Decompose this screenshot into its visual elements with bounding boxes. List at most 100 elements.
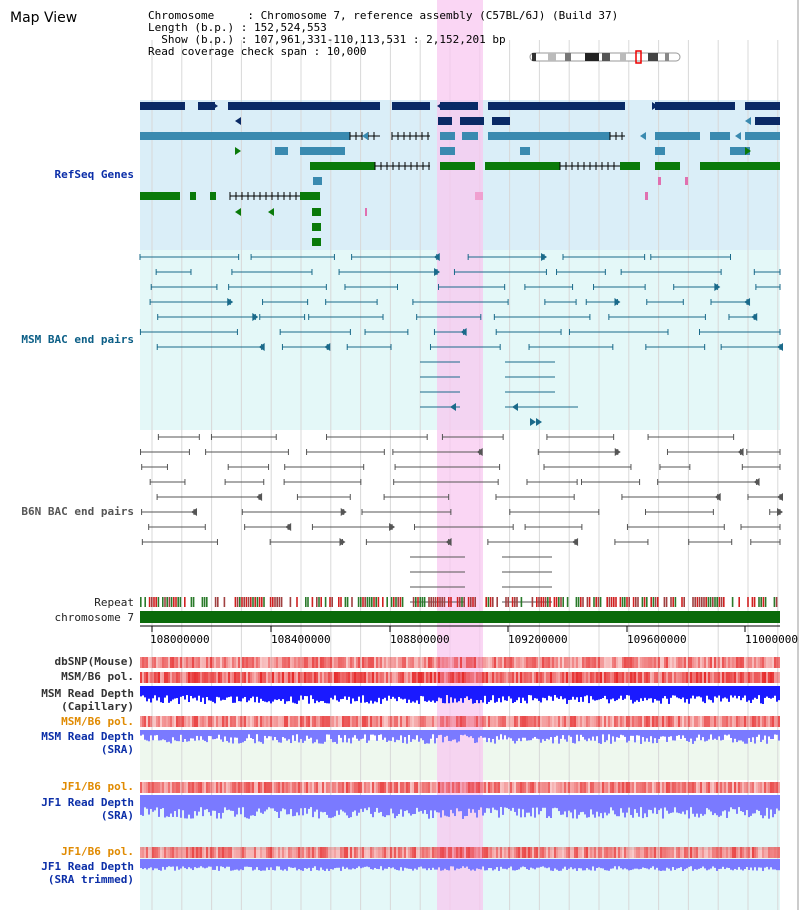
read-depth-bar [264,859,266,871]
read-depth-bar [500,859,502,867]
heat-cell [572,716,574,727]
read-depth-bar [714,686,716,697]
read-depth-bar [278,859,280,867]
track-label-msm-b6-pol-2[interactable]: MSM/B6 pol. [61,715,134,728]
heat-cell [430,672,432,683]
read-depth-bar [614,795,616,815]
track-label-msm-depth-cap-1[interactable]: MSM Read Depth [41,687,134,700]
heat-cell [620,782,622,793]
heat-cell [210,782,212,793]
heat-cell [630,782,632,793]
heat-cell [198,847,200,858]
repeat-mark [393,597,395,607]
track-label-msm-b6-pol-1[interactable]: MSM/B6 pol. [61,670,134,683]
read-depth-bar [422,686,424,697]
read-depth-bar [474,795,476,813]
read-depth-bar [200,730,202,737]
read-depth-bar [544,859,546,868]
track-label-dbsnp[interactable]: dbSNP(Mouse) [54,655,134,668]
read-depth-bar [306,859,308,869]
track-label-b6n-bac[interactable]: B6N BAC end pairs [21,505,134,518]
heat-cell [238,782,240,793]
heat-cell [776,672,778,683]
read-depth-bar [266,859,268,868]
read-depth-bar [166,795,168,817]
heat-cell [298,716,300,727]
track-label-msm-depth-sra-1[interactable]: MSM Read Depth [41,730,134,743]
gene-exon [275,147,288,155]
track-label-jf1-depth-trim-1[interactable]: JF1 Read Depth [41,860,134,873]
read-depth-bar [194,795,196,812]
heat-cell [678,716,680,727]
heat-cell [636,672,638,683]
read-depth-bar [174,730,176,741]
heat-cell [500,782,502,793]
heat-cell [276,672,278,683]
track-label-jf1-depth-sra-1[interactable]: JF1 Read Depth [41,796,134,809]
track-label-refseq-genes[interactable]: RefSeq Genes [54,168,134,181]
heat-cell [394,782,396,793]
read-depth-bar [418,730,420,742]
heat-cell [638,672,640,683]
heat-cell [480,657,482,668]
read-depth-bar [486,795,488,809]
repeat-mark [615,597,617,607]
heat-cell [286,716,288,727]
read-depth-bar [670,686,672,698]
track-label-jf1-b6-pol-1[interactable]: JF1/B6 pol. [61,780,134,793]
heat-cell [632,782,634,793]
heat-cell [620,672,622,683]
read-depth-bar [334,730,336,742]
heat-cell [716,716,718,727]
read-depth-bar [672,686,674,696]
heat-cell [458,847,460,858]
heat-cell [550,716,552,727]
read-depth-bar [670,859,672,871]
read-depth-bar [656,686,658,701]
gene-arrow [208,132,214,140]
read-depth-bar [460,795,462,812]
heat-cell [276,847,278,858]
heat-cell [496,657,498,668]
heat-cell [162,657,164,668]
track-label-msm-bac[interactable]: MSM BAC end pairs [21,333,134,346]
read-depth-bar [534,730,536,737]
heat-cell [294,782,296,793]
heat-cell [676,782,678,793]
heat-cell [644,782,646,793]
heat-cell [384,672,386,683]
heat-cell [314,847,316,858]
heat-cell [384,657,386,668]
read-depth-bar [144,730,146,740]
read-depth-bar [448,686,450,704]
gene-exon [198,102,215,110]
heat-cell [274,716,276,727]
heat-cell [306,672,308,683]
heat-cell [654,847,656,858]
repeat-mark [753,597,756,607]
heat-cell [226,672,228,683]
read-depth-bar [732,730,734,743]
heat-cell [250,782,252,793]
heat-cell [772,847,774,858]
heat-cell [404,672,406,683]
heat-cell [472,716,474,727]
track-label-jf1-b6-pol-2[interactable]: JF1/B6 pol. [61,845,134,858]
heat-cell [778,847,780,858]
gene-exon [745,102,780,110]
heat-cell [224,782,226,793]
read-depth-bar [198,795,200,812]
read-depth-bar [712,730,714,740]
read-depth-bar [292,859,294,869]
heat-cell [306,847,308,858]
heat-cell [692,716,694,727]
heat-cell [628,782,630,793]
gene-arrow [668,102,674,110]
read-depth-bar [452,859,454,867]
repeat-mark [577,597,580,607]
read-depth-bar [490,686,492,701]
heat-cell [306,657,308,668]
heat-cell [246,672,248,683]
heat-cell [642,782,644,793]
read-depth-bar [760,730,762,742]
